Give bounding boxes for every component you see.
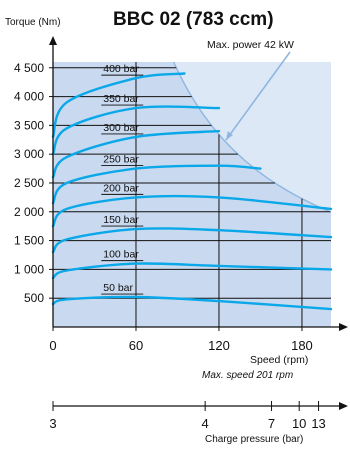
series-curve-400-bar xyxy=(51,72,186,139)
series-label: 300 bar xyxy=(103,122,139,134)
y-axis-arrowhead xyxy=(49,36,57,45)
series-label: 200 bar xyxy=(103,182,139,194)
series-label: 400 bar xyxy=(103,63,139,75)
y-tick-label: 1 500 xyxy=(14,234,44,248)
x-axis-arrowhead xyxy=(339,323,348,331)
power-annotation-arrow xyxy=(225,51,291,141)
y-tick-label: 3 000 xyxy=(14,147,44,161)
x-tick-label: 180 xyxy=(291,338,313,353)
y-tick-label: 500 xyxy=(24,291,44,305)
y-tick-label: 2 500 xyxy=(14,176,44,190)
series-curve-50-bar xyxy=(51,295,333,311)
series-curve-250-bar xyxy=(51,164,262,205)
power-annotation: Max. power 42 kW xyxy=(207,39,294,51)
x-tick-label: 60 xyxy=(129,338,143,353)
charge-pressure-tick-label: 7 xyxy=(268,416,275,431)
x-axis-label: Speed (rpm) xyxy=(250,354,308,366)
series-label: 350 bar xyxy=(103,93,139,105)
series-curve-100-bar xyxy=(51,262,333,280)
series-curve-150-bar xyxy=(51,227,333,254)
y-tick-label: 1 000 xyxy=(14,262,44,276)
y-tick-label: 3 500 xyxy=(14,118,44,132)
y-tick-label: 4 000 xyxy=(14,90,44,104)
series-curve-350-bar xyxy=(51,105,221,156)
series-curve-300-bar xyxy=(51,129,221,179)
charge-pressure-tick-label: 13 xyxy=(311,416,325,431)
power-limit-region xyxy=(173,62,331,213)
series-label: 150 bar xyxy=(103,214,139,226)
series-label: 250 bar xyxy=(103,154,139,166)
series-label: 50 bar xyxy=(103,282,133,294)
x-tick-label: 0 xyxy=(49,338,56,353)
x-tick-label: 120 xyxy=(208,338,230,353)
charge-pressure-tick-label: 10 xyxy=(292,416,306,431)
charge-pressure-tick-label: 4 xyxy=(202,416,209,431)
charge-pressure-tick-label: 3 xyxy=(49,416,56,431)
power-annotation-arrowhead xyxy=(225,131,233,141)
series-curve-200-bar xyxy=(51,194,333,228)
chart-title: BBC 02 (783 ccm) xyxy=(113,9,274,30)
y-tick-label: 4 500 xyxy=(14,61,44,75)
y-tick-label: 2 000 xyxy=(14,205,44,219)
max-speed-note: Max. speed 201 rpm xyxy=(202,370,293,381)
y-axis-label: Torque (Nm) xyxy=(5,17,61,28)
charge-pressure-axis-arrowhead xyxy=(339,402,348,410)
series-label: 100 bar xyxy=(103,249,139,261)
secondary-axis-label: Charge pressure (bar) xyxy=(205,434,303,445)
